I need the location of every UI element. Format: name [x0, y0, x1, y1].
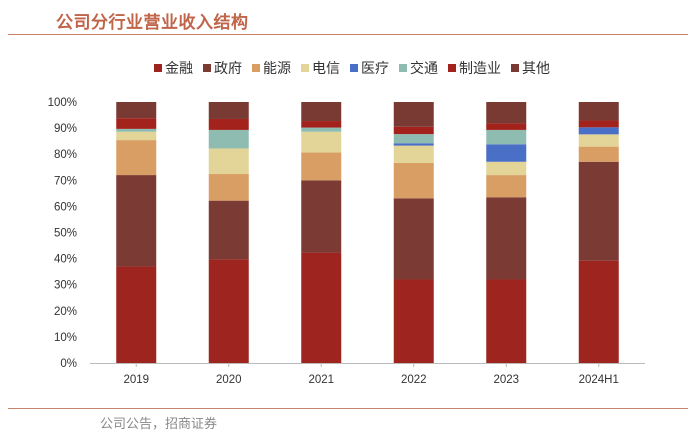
legend-label: 制造业	[459, 61, 501, 77]
bar-segment	[486, 144, 527, 162]
bar-segment	[116, 118, 157, 129]
source-note: 公司公告，招商证券	[100, 417, 218, 432]
bar-segment	[208, 129, 249, 149]
bar-segment	[116, 266, 157, 363]
bar-segment	[393, 145, 434, 163]
legend-item: 其他	[511, 58, 550, 78]
legend-label: 医疗	[361, 61, 389, 77]
bar-segment	[486, 279, 527, 363]
bar-segment	[486, 129, 527, 145]
bar-segment	[116, 128, 157, 132]
bar-segment	[208, 259, 249, 363]
bar-segment	[486, 175, 527, 198]
y-tick-label: 30%	[54, 280, 77, 292]
y-tick-label: 0%	[60, 358, 77, 370]
bar-segment	[578, 161, 619, 261]
legend-swatch	[154, 64, 162, 72]
legend-item: 能源	[252, 58, 291, 78]
bar-segment	[393, 198, 434, 280]
legend-label: 金融	[165, 61, 193, 77]
bar-segment	[301, 102, 342, 122]
bar-segment	[208, 200, 249, 260]
bar-segment	[301, 127, 342, 132]
y-tick-label: 90%	[54, 123, 77, 135]
legend-swatch	[350, 64, 358, 72]
bar-segment	[301, 131, 342, 153]
legend-swatch	[203, 64, 211, 72]
y-tick-label: 10%	[54, 332, 77, 344]
bar-segment	[578, 102, 619, 121]
bar-segment	[578, 120, 619, 128]
bar-segment	[301, 152, 342, 181]
x-tick-label: 2022	[401, 374, 427, 386]
bar-segment	[393, 134, 434, 144]
bar-segment	[208, 118, 249, 130]
bar-segment	[116, 102, 157, 119]
legend: 金融 政府 能源 电信 医疗 交通 制造业 其他	[0, 58, 700, 78]
bar-segment	[116, 140, 157, 176]
bar-segment	[578, 134, 619, 147]
bar-segment	[208, 174, 249, 201]
bar-segment	[393, 102, 434, 127]
legend-item: 政府	[203, 58, 242, 78]
bar-segment	[578, 146, 619, 162]
bar-segment	[578, 127, 619, 135]
bar-segment	[393, 126, 434, 135]
legend-label: 政府	[214, 61, 242, 77]
bar-segment	[486, 123, 527, 130]
legend-item: 医疗	[350, 58, 389, 78]
title-divider	[8, 34, 688, 35]
bar-segment	[301, 252, 342, 363]
bar-segment	[486, 102, 527, 124]
y-tick-label: 40%	[54, 254, 77, 266]
bar-segment	[393, 279, 434, 363]
bar-segment	[208, 148, 249, 175]
bar-segment	[116, 131, 157, 141]
legend-swatch	[511, 64, 519, 72]
legend-item: 交通	[399, 58, 438, 78]
chart-title: 公司分行业营业收入结构	[56, 13, 249, 33]
x-tick-label: 2023	[493, 374, 519, 386]
bar-segment	[116, 175, 157, 267]
footer-divider	[8, 408, 688, 409]
bar-segment	[393, 143, 434, 146]
x-tick-label: 2019	[123, 374, 149, 386]
legend-swatch	[301, 64, 309, 72]
legend-swatch	[448, 64, 456, 72]
y-tick-label: 80%	[54, 149, 77, 161]
y-tick-label: 70%	[54, 175, 77, 187]
y-tick-label: 60%	[54, 201, 77, 213]
legend-swatch	[252, 64, 260, 72]
legend-item: 电信	[301, 58, 340, 78]
bar-segment	[208, 102, 249, 119]
x-tick-label: 2024H1	[579, 374, 619, 386]
legend-label: 其他	[522, 61, 550, 77]
bar-segment	[301, 121, 342, 128]
legend-label: 交通	[410, 61, 438, 77]
legend-label: 能源	[263, 61, 291, 77]
bar-segment	[578, 260, 619, 363]
bar-segment	[393, 162, 434, 199]
x-tick-label: 2021	[308, 374, 334, 386]
legend-label: 电信	[312, 61, 340, 77]
legend-item: 制造业	[448, 58, 501, 78]
x-tick-label: 2020	[216, 374, 242, 386]
legend-swatch	[399, 64, 407, 72]
bar-segment	[486, 161, 527, 176]
bar-segment	[301, 180, 342, 253]
bar-segment	[486, 197, 527, 280]
y-tick-label: 50%	[54, 228, 77, 240]
y-tick-label: 100%	[48, 97, 77, 109]
y-tick-label: 20%	[54, 306, 77, 318]
legend-item: 金融	[154, 58, 193, 78]
